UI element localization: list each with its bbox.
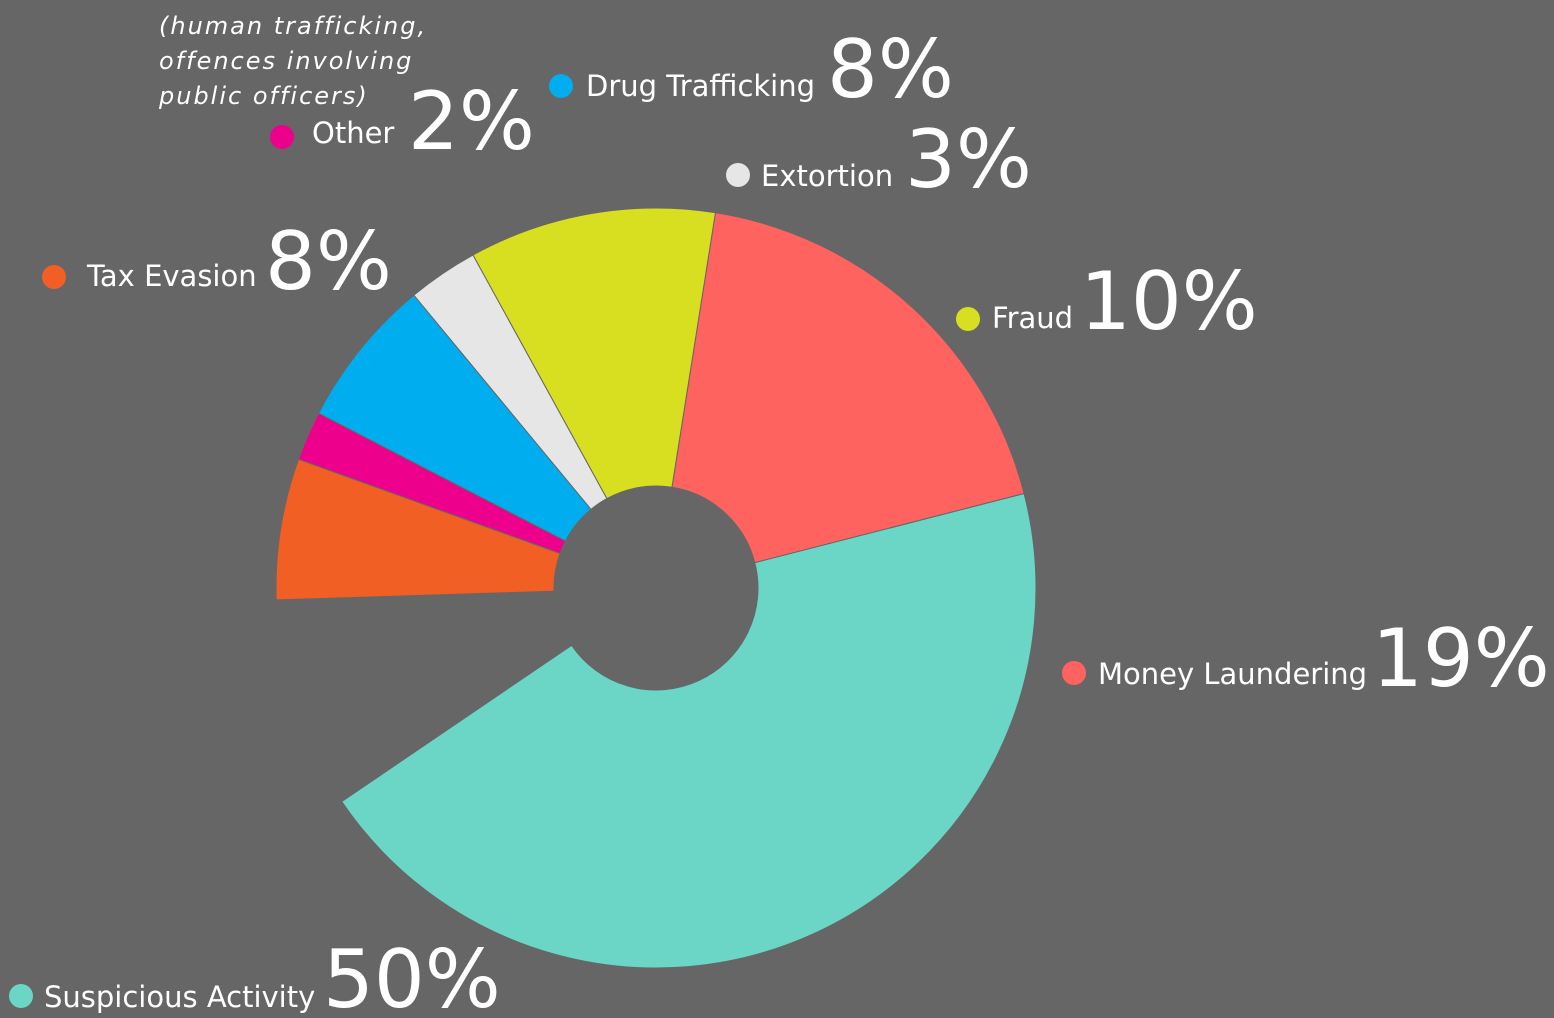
- label-suspicious-activity: Suspicious Activity: [44, 980, 316, 1014]
- legend-dot-fraud: [956, 307, 980, 331]
- label-other: Other: [312, 116, 395, 150]
- legend-dot-tax-evasion: [42, 265, 66, 289]
- value-other: 2%: [408, 75, 535, 168]
- label-fraud: Fraud: [992, 301, 1074, 335]
- legend-dot-suspicious-activity: [9, 984, 33, 1008]
- label-money-laundering: Money Laundering: [1098, 657, 1368, 691]
- slice-suspicious-activity: [341, 492, 1037, 969]
- label-extortion: Extortion: [761, 159, 894, 193]
- value-drug-trafficking: 8%: [827, 23, 954, 116]
- note-other-line-2: offences involving: [159, 47, 414, 75]
- slice-tax-evasion: [275, 458, 561, 601]
- legend-dot-money-laundering: [1062, 661, 1086, 685]
- legend-dot-extortion: [726, 163, 750, 187]
- legend-dot-drug-trafficking: [549, 74, 573, 98]
- legend-dot-other: [270, 125, 294, 149]
- slice-fraud: [472, 207, 717, 500]
- label-tax-evasion: Tax Evasion: [87, 259, 257, 293]
- slice-money-laundering: [671, 212, 1025, 564]
- value-money-laundering: 19%: [1372, 612, 1550, 705]
- value-extortion: 3%: [905, 113, 1032, 206]
- slice-drug-trafficking: [317, 294, 592, 542]
- value-tax-evasion: 8%: [265, 215, 392, 308]
- note-other-line-3: public officers): [159, 82, 369, 110]
- label-drug-trafficking: Drug Trafficking: [586, 69, 816, 103]
- value-fraud: 10%: [1080, 255, 1258, 348]
- note-other-line-1: (human trafficking,: [159, 12, 428, 40]
- value-suspicious-activity: 50%: [323, 933, 501, 1018]
